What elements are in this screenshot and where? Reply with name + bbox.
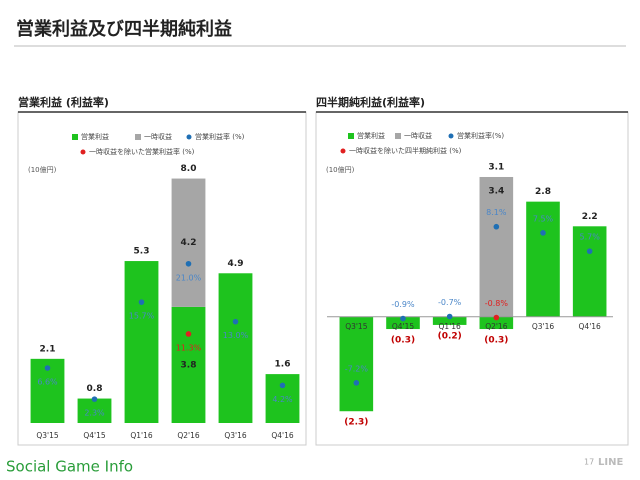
legend-label: 一時収益 [144,132,172,141]
unit-label: (10億円) [326,165,355,174]
x-tick-label: Q4'16 [271,431,294,440]
bar [479,176,514,317]
data-label: 2.8 [535,187,551,197]
legend-swatch [135,134,141,140]
legend-swatch [72,134,78,140]
page-number: 17 [584,458,594,467]
legend-label: 営業利益 [81,132,109,141]
margin-dot [400,315,406,322]
bar [265,374,300,423]
legend-label: 一時収益を除いた営業利益率 (%) [89,147,195,156]
x-tick-label: Q1'16 [130,431,153,440]
margin-label: -0.9% [391,300,415,309]
margin-dot [138,299,145,305]
data-label: 2.2 [582,212,598,222]
bar [526,201,560,317]
x-tick-label: Q4'15 [83,431,106,440]
margin-dot [353,380,360,386]
margin-dot [91,396,98,402]
margin-label: 8.1% [486,208,507,217]
total-label: 8.0 [181,164,197,174]
margin-dot [44,365,51,371]
margin-dot [185,260,192,267]
legend-dot [340,148,346,154]
data-label: (0.2) [438,331,462,341]
data-label: (0.3) [391,336,415,346]
margin-dot [279,382,286,389]
chart-title: 営業利益 (利益率) [18,95,109,109]
margin-dot [493,314,500,321]
margin-label: 13.0% [223,331,249,340]
logo: LINE [598,457,623,468]
margin-label: -7.2% [345,364,369,373]
bar [218,273,253,423]
data-label: (2.3) [344,418,368,428]
data-label: 3.4 [488,186,504,196]
x-tick-label: Q4'15 [392,322,415,331]
bar [171,178,206,307]
bar [339,316,374,412]
margin-label: 2.3% [84,409,105,418]
x-tick-label: Q4'16 [579,322,602,331]
margin-label: 11.3% [176,343,202,352]
watermark: Social Game Info [6,458,133,476]
slide-title: 営業利益及び四半期純利益 [16,18,232,40]
margin-label: 15.7% [129,312,155,321]
legend-swatch [348,133,354,139]
data-label: 3.8 [181,360,197,370]
legend-label: 一時収益を除いた四半期純利益 (%) [349,146,462,155]
data-label: 5.3 [134,247,150,257]
bar [77,398,112,423]
margin-label: -0.8% [485,299,509,308]
data-label: 0.8 [87,384,103,394]
chart-title: 四半期純利益(利益率) [316,95,425,109]
bar [171,306,206,423]
x-tick-label: Q1'16 [439,322,462,331]
margin-dot [232,318,239,325]
x-tick-label: Q3'16 [532,322,555,331]
margin-dot [185,331,192,337]
margin-dot [446,313,453,320]
data-label: 2.1 [40,344,56,354]
margin-dot [540,230,546,236]
x-tick-label: Q2'16 [177,431,200,440]
legend-label: 営業利益率 (%) [195,132,245,141]
bar [124,261,159,423]
margin-label: 5.7% [580,233,601,242]
unit-label: (10億円) [28,165,57,174]
legend-dot [80,149,86,155]
data-label: 1.6 [275,360,291,370]
legend-dot [186,134,192,140]
total-label: 3.1 [488,162,504,172]
data-label: 4.2 [181,238,197,248]
margin-label: 4.2% [272,395,293,404]
legend-label: 一時収益 [404,131,432,140]
margin-label: 21.0% [176,273,202,282]
legend-swatch [395,133,401,139]
bar [479,316,514,330]
legend-label: 営業利益 [357,131,385,140]
margin-dot [586,248,593,255]
bar [386,316,420,330]
margin-dot [493,223,500,230]
bar [432,316,467,325]
margin-label: 7.5% [533,214,554,223]
x-tick-label: Q2'16 [485,322,508,331]
legend-label: 営業利益率(%) [457,131,504,140]
margin-label: -0.7% [438,298,462,307]
x-tick-label: Q3'16 [224,431,247,440]
margin-label: 6.6% [37,378,58,387]
data-label: (0.3) [484,336,508,346]
x-tick-label: Q3'15 [36,431,59,440]
x-tick-label: Q3'15 [345,322,368,331]
legend-dot [448,133,454,139]
data-label: 4.9 [228,259,244,269]
bar [572,226,607,317]
